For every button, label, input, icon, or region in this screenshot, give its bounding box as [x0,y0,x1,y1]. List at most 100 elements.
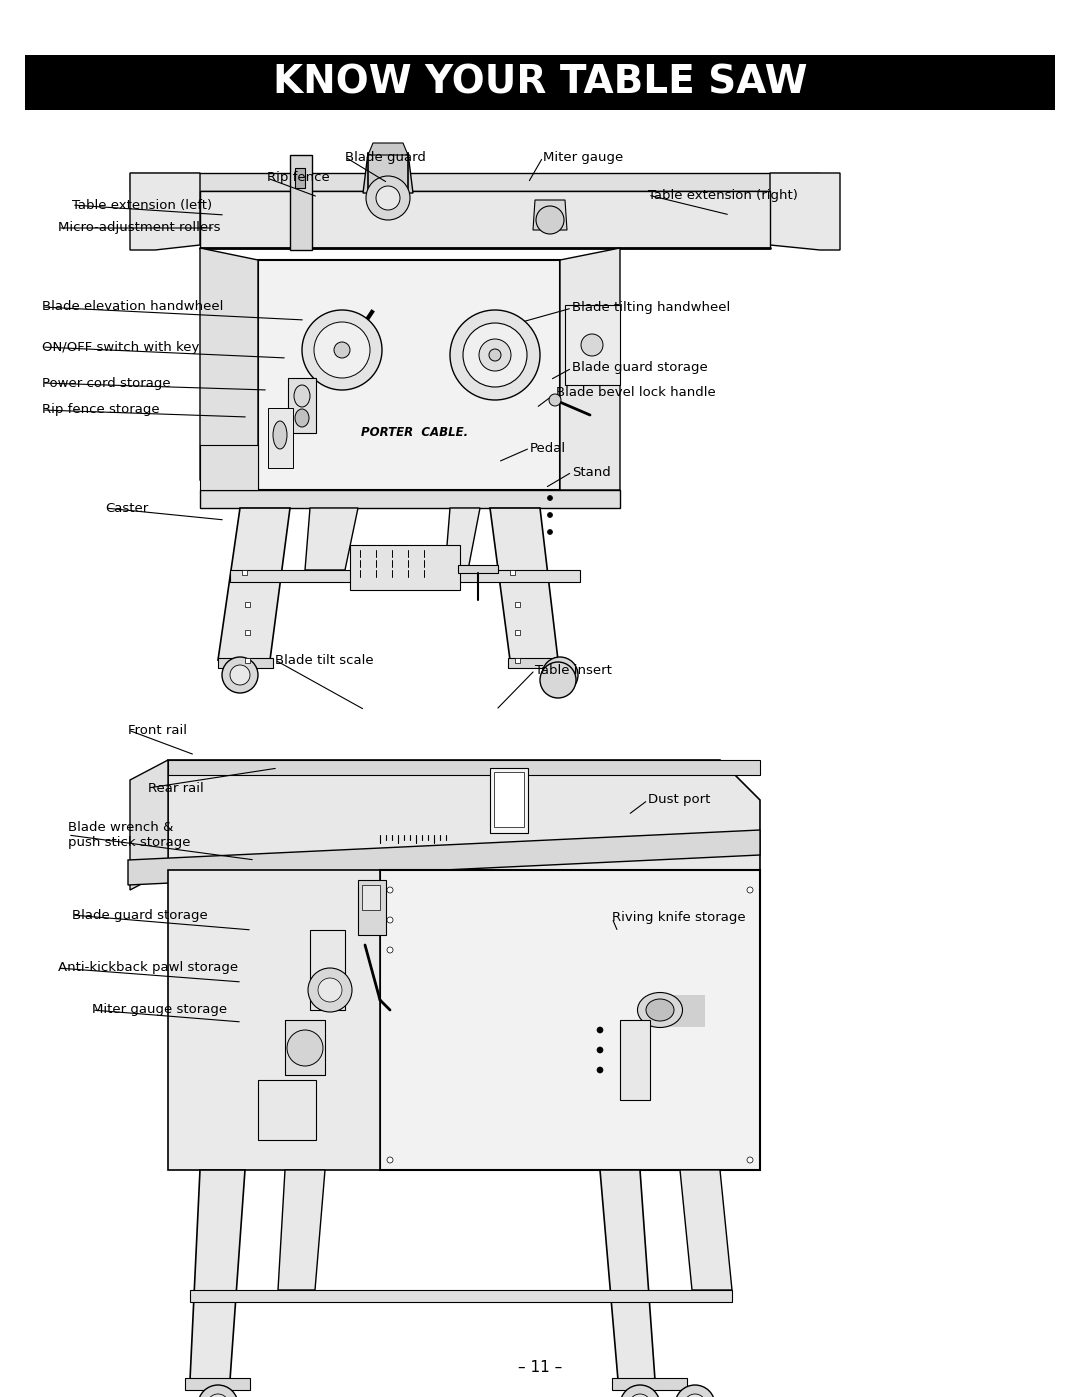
Polygon shape [368,142,408,155]
Circle shape [450,310,540,400]
Bar [258,260,561,490]
Bar [350,545,460,590]
Polygon shape [770,173,840,250]
Bar [245,602,249,608]
Text: Table extension (left): Table extension (left) [72,198,212,211]
Bar [362,886,380,909]
Circle shape [536,205,564,235]
Ellipse shape [273,420,287,448]
Bar [357,880,386,935]
Text: Blade guard: Blade guard [345,151,426,163]
Bar [508,658,563,668]
Circle shape [387,1157,393,1162]
Circle shape [548,496,553,500]
Circle shape [542,657,578,693]
Text: Miter gauge storage: Miter gauge storage [92,1003,227,1017]
Polygon shape [305,509,357,570]
Circle shape [597,1027,603,1032]
Polygon shape [561,249,620,490]
Bar [494,773,524,827]
Circle shape [747,1157,753,1162]
Circle shape [548,513,553,517]
Bar [130,191,820,198]
Polygon shape [200,191,770,249]
Polygon shape [168,760,760,870]
Circle shape [489,349,501,360]
Circle shape [620,1384,660,1397]
Bar [130,173,820,191]
Text: Dust port: Dust port [648,793,711,806]
Circle shape [387,887,393,893]
Ellipse shape [646,999,674,1021]
Text: Rip fence storage: Rip fence storage [42,404,160,416]
Text: Power cord storage: Power cord storage [42,377,171,390]
Circle shape [540,662,576,698]
Bar [510,570,515,576]
Bar [258,1080,316,1140]
Bar [245,630,249,636]
Circle shape [550,665,570,685]
Circle shape [387,916,393,923]
Ellipse shape [295,409,309,427]
Circle shape [597,1067,603,1073]
Ellipse shape [637,992,683,1028]
Polygon shape [490,509,558,659]
Text: Blade guard storage: Blade guard storage [72,908,207,922]
Bar [218,658,273,668]
Bar [200,446,258,490]
Bar [291,155,312,250]
Bar [654,995,705,1027]
Polygon shape [168,760,760,775]
Circle shape [675,1384,715,1397]
Bar [200,490,620,509]
Bar [490,768,528,833]
Text: Riving knife storage: Riving knife storage [612,911,745,925]
Text: Rip fence: Rip fence [267,172,329,184]
Bar [245,658,249,664]
Circle shape [480,339,511,372]
Polygon shape [363,154,413,193]
Text: Blade tilting handwheel: Blade tilting handwheel [572,302,730,314]
Text: KNOW YOUR TABLE SAW: KNOW YOUR TABLE SAW [273,63,807,102]
Text: Blade bevel lock handle: Blade bevel lock handle [556,387,716,400]
Bar [268,408,293,468]
Text: Table insert: Table insert [535,664,612,676]
Bar [288,379,316,433]
Bar [612,1377,687,1390]
Polygon shape [168,870,380,1171]
Bar [242,570,247,576]
Text: Rear rail: Rear rail [148,781,204,795]
Polygon shape [600,1171,654,1380]
Circle shape [334,342,350,358]
Polygon shape [680,1171,732,1289]
Circle shape [318,978,342,1002]
Bar [295,168,305,189]
Polygon shape [130,173,200,250]
Text: – 11 –: – 11 – [518,1359,562,1375]
Ellipse shape [294,386,310,407]
Bar [190,1289,732,1302]
Text: ON/OFF switch with key: ON/OFF switch with key [42,341,200,353]
Bar [458,564,498,573]
Text: Blade wrench &
push stick storage: Blade wrench & push stick storage [68,821,190,849]
Polygon shape [380,870,760,1171]
Circle shape [684,1394,706,1397]
Circle shape [302,310,382,390]
Circle shape [308,968,352,1011]
Bar [515,602,519,608]
Bar [25,54,1055,110]
Circle shape [548,529,553,535]
Text: Blade elevation handwheel: Blade elevation handwheel [42,300,224,313]
Circle shape [366,176,410,219]
Bar [230,570,580,583]
Text: Blade tilt scale: Blade tilt scale [275,654,374,666]
Text: Anti-kickback pawl storage: Anti-kickback pawl storage [58,961,238,975]
Bar [185,1377,249,1390]
Polygon shape [190,1171,245,1380]
Ellipse shape [581,334,603,356]
Text: Table extension (right): Table extension (right) [648,189,798,201]
Circle shape [287,1030,323,1066]
Circle shape [222,657,258,693]
Bar [565,305,620,386]
Polygon shape [200,249,258,490]
